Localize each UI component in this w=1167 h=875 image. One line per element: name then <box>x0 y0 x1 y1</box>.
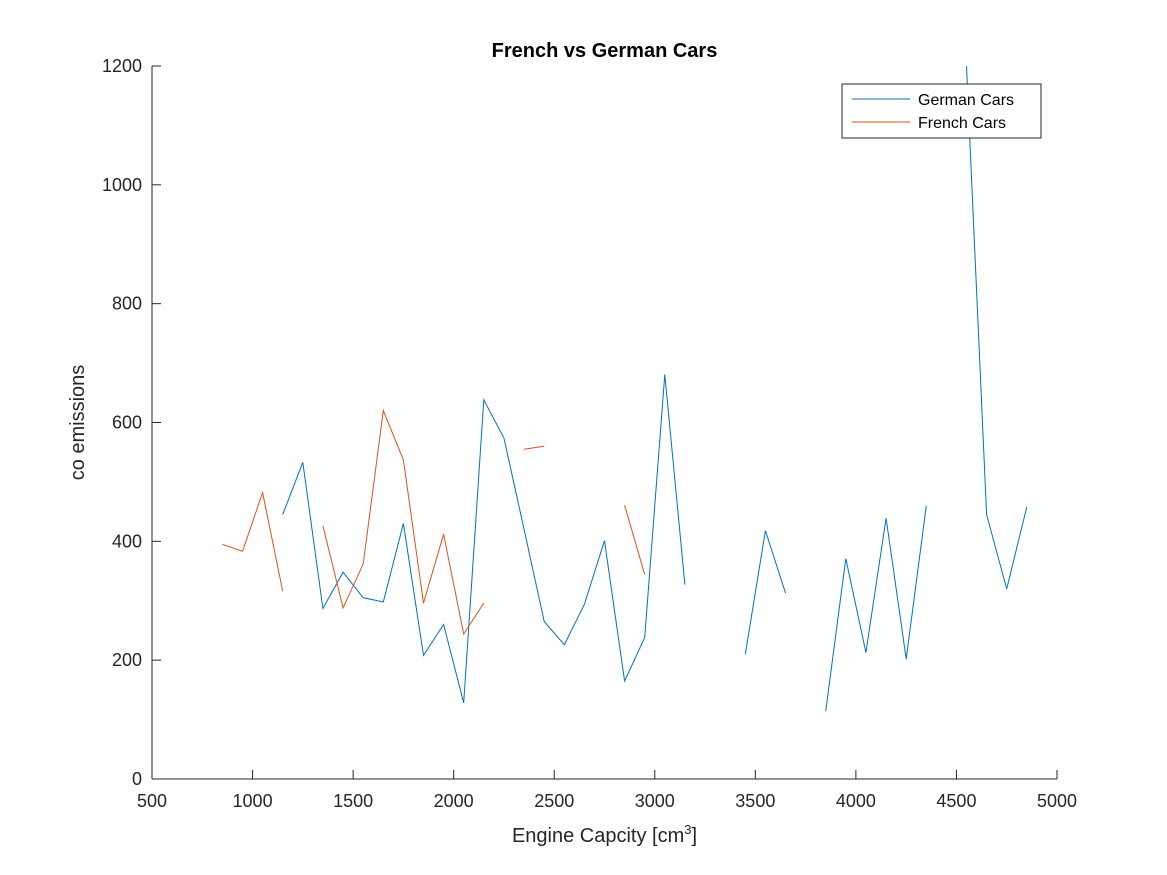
y-axis-label: co emissions <box>67 365 89 481</box>
y-tick-label: 400 <box>112 531 142 551</box>
x-tick-label: 3500 <box>735 791 775 811</box>
x-tick-label: 3000 <box>635 791 675 811</box>
x-tick-label: 1000 <box>233 791 273 811</box>
y-tick-label: 0 <box>132 769 142 789</box>
x-axis-label: Engine Capcity [cm3] <box>512 822 697 847</box>
y-tick-label: 1200 <box>102 56 142 76</box>
series-layer <box>222 65 1028 712</box>
y-tick-label: 800 <box>112 294 142 314</box>
legend-label-french-cars: French Cars <box>918 115 1006 132</box>
y-tick-label: 600 <box>112 413 142 433</box>
legend-box <box>841 83 1042 139</box>
legend: German Cars French Cars <box>841 83 1042 139</box>
x-tick-label: 2000 <box>434 791 474 811</box>
x-tick-label: 5000 <box>1037 791 1077 811</box>
x-tick-label: 500 <box>137 791 167 811</box>
x-axis-label-suffix: ] <box>691 825 697 847</box>
x-tick-label: 2500 <box>534 791 574 811</box>
x-tick-label: 4000 <box>836 791 876 811</box>
axes: 500 1000 1500 2000 2500 3000 3500 4000 4500 5000 0… <box>102 56 1077 811</box>
x-tick-label: 4500 <box>936 791 976 811</box>
y-tick-label: 1000 <box>102 175 142 195</box>
series-line-german-cars <box>282 65 1028 712</box>
x-axis-label-main: Engine Capcity [cm <box>512 825 684 847</box>
chart-title: French vs German Cars <box>492 40 718 62</box>
series-line-french-cars <box>222 408 646 636</box>
y-tick-label: 200 <box>112 650 142 670</box>
x-axis-label-superscript: 3 <box>684 822 691 837</box>
x-tick-label: 1500 <box>333 791 373 811</box>
legend-label-german-cars: German Cars <box>918 92 1014 109</box>
